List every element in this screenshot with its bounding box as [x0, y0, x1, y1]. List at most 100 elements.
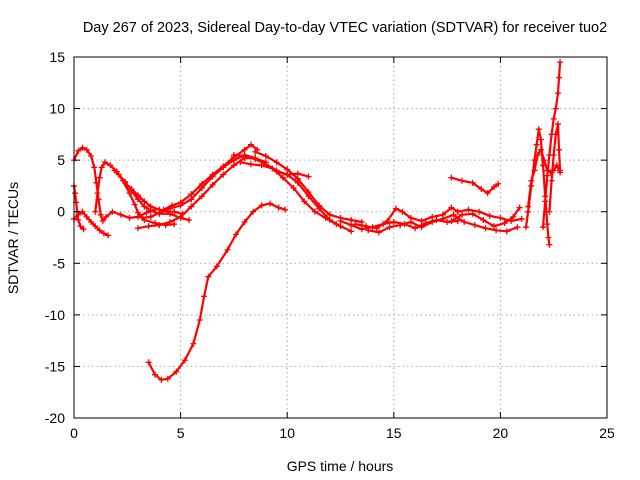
- data-point: [198, 193, 205, 200]
- data-point: [284, 166, 291, 173]
- data-point: [267, 200, 274, 207]
- data-point: [107, 162, 114, 169]
- data-point: [79, 144, 86, 151]
- data-point: [459, 177, 466, 184]
- series-track: [546, 121, 564, 215]
- series-track: [160, 141, 261, 213]
- data-point: [220, 163, 227, 170]
- data-point: [83, 213, 90, 220]
- data-point: [384, 217, 391, 224]
- data-point: [311, 208, 318, 215]
- y-axis-label: SDTVAR / TECUs: [5, 182, 21, 294]
- series-track: [237, 159, 340, 228]
- data-point: [510, 213, 517, 220]
- series-line: [147, 202, 287, 381]
- data-point: [94, 190, 101, 197]
- data-point: [171, 208, 178, 215]
- data-point: [98, 164, 105, 171]
- data-point: [241, 219, 248, 226]
- data-point: [533, 141, 540, 148]
- data-point: [213, 263, 220, 270]
- data-point: [548, 177, 555, 184]
- data-point: [290, 184, 297, 191]
- data-point: [79, 208, 86, 215]
- data-point: [100, 230, 107, 237]
- series-line: [141, 153, 257, 219]
- data-point: [546, 241, 553, 248]
- data-point: [147, 203, 154, 210]
- data-point: [412, 225, 419, 232]
- data-point: [301, 198, 308, 205]
- data-point: [91, 164, 98, 171]
- data-point: [454, 217, 461, 224]
- data-point: [96, 227, 103, 234]
- data-point: [550, 151, 557, 158]
- data-point: [516, 204, 523, 211]
- data-point: [177, 199, 184, 206]
- data-point: [188, 191, 195, 198]
- data-point: [262, 153, 269, 160]
- data-point: [230, 151, 237, 158]
- data-point: [224, 246, 231, 253]
- data-point: [230, 162, 237, 169]
- data-point: [209, 171, 216, 178]
- data-point: [124, 182, 131, 189]
- data-point: [275, 204, 282, 211]
- data-point: [126, 214, 133, 221]
- data-point: [75, 147, 82, 154]
- data-point: [96, 174, 103, 181]
- data-point: [525, 208, 532, 215]
- data-point: [134, 225, 141, 232]
- data-point: [156, 222, 163, 229]
- series-line: [541, 61, 562, 229]
- series-track: [448, 204, 523, 230]
- axis-ticks: 0 5 10 15 20 25 -20 -15 -10 -5 0 5 10 15: [45, 49, 615, 441]
- data-point: [522, 224, 529, 231]
- data-point: [390, 219, 397, 226]
- data-point: [258, 162, 265, 169]
- chart-title: Day 267 of 2023, Sidereal Day-to-day VTE…: [83, 20, 607, 36]
- data-point: [348, 216, 355, 223]
- data-point: [128, 186, 135, 193]
- data-point: [348, 228, 355, 235]
- data-point: [448, 204, 455, 211]
- data-point: [241, 146, 248, 153]
- data-point: [469, 210, 476, 217]
- data-point: [117, 211, 124, 218]
- data-point: [173, 368, 180, 375]
- data-point: [252, 148, 259, 155]
- data-point: [531, 167, 538, 174]
- data-point: [514, 224, 521, 231]
- data-series: [71, 59, 564, 383]
- series-track: [448, 174, 502, 197]
- data-point: [273, 159, 280, 166]
- data-point: [459, 211, 466, 218]
- y-tick-label: -10: [45, 307, 65, 323]
- data-point: [252, 156, 259, 163]
- data-point: [557, 167, 564, 174]
- y-tick-label: -20: [45, 410, 65, 426]
- data-point: [429, 213, 436, 220]
- series-track: [71, 182, 87, 233]
- series-track: [454, 206, 525, 224]
- x-tick-label: 0: [70, 425, 78, 441]
- data-point: [495, 180, 502, 187]
- data-point: [139, 214, 146, 221]
- data-point: [316, 202, 323, 209]
- data-point: [188, 196, 195, 203]
- data-point: [102, 213, 109, 220]
- data-point: [152, 371, 159, 378]
- data-point: [540, 224, 547, 231]
- series-track: [145, 200, 289, 383]
- y-tick-label: 5: [57, 152, 65, 168]
- data-point: [476, 208, 483, 215]
- data-point: [544, 221, 551, 228]
- data-point: [399, 208, 406, 215]
- data-point: [535, 126, 542, 133]
- data-point: [75, 216, 82, 223]
- series-line: [450, 176, 500, 195]
- x-tick-label: 20: [493, 425, 509, 441]
- data-point: [373, 225, 380, 232]
- data-point: [518, 215, 525, 222]
- data-point: [258, 202, 265, 209]
